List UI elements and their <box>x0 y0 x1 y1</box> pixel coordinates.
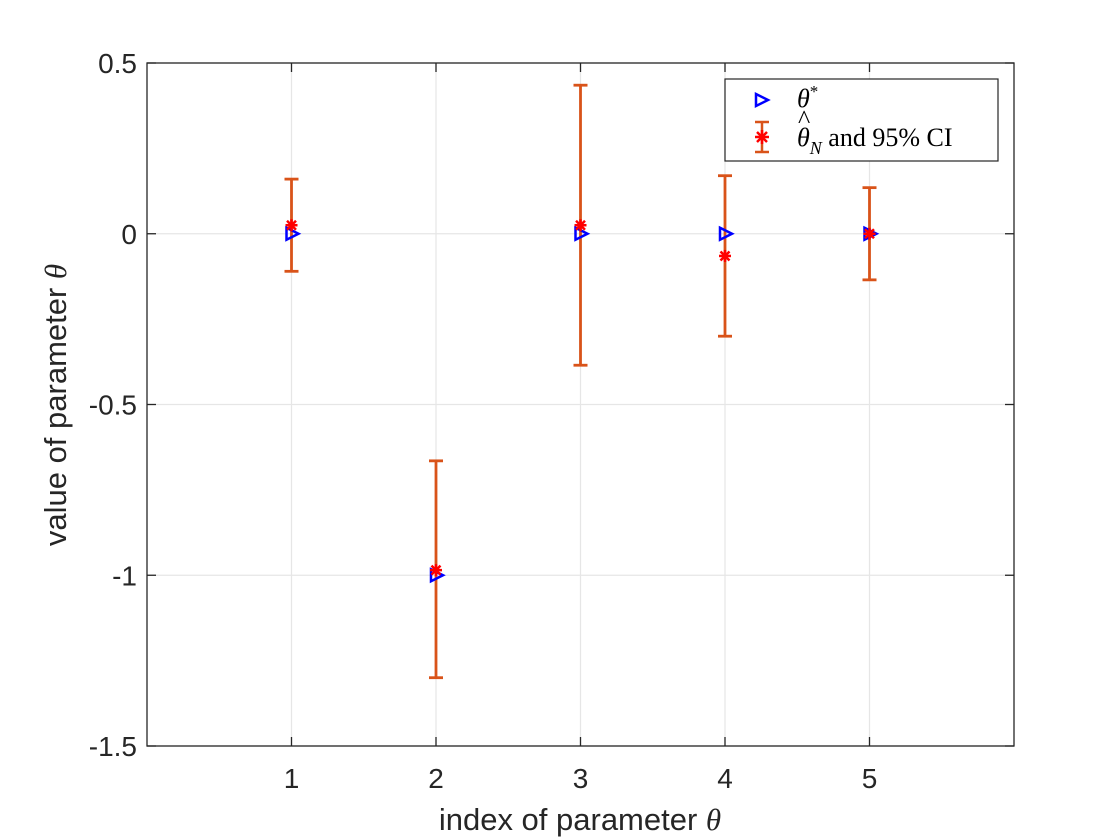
legend-asterisk-marker-icon <box>755 130 769 144</box>
axes-box <box>146 62 1015 747</box>
y-axis-label: value of parameter θ <box>38 264 73 546</box>
tick-label-layer: 1 2 3 4 5 -1.5 -1 -0.5 0 0.5 <box>89 48 878 794</box>
x-axis-label: index of parameter θ <box>439 802 721 837</box>
y-tick-label: 0.5 <box>98 48 137 79</box>
legend-box <box>724 78 999 162</box>
x-tick-label: 1 <box>284 763 300 794</box>
y-tick-label: -0.5 <box>89 390 137 421</box>
asterisk-stroke-d2 <box>864 228 875 240</box>
y-tick-label: -1.5 <box>89 731 137 762</box>
x-tick-label: 2 <box>428 763 444 794</box>
x-tick-label: 5 <box>862 763 878 794</box>
theta-hat-point-5 <box>863 227 876 240</box>
y-tick-label: -1 <box>112 560 137 591</box>
theta-hat-point-2 <box>430 564 442 577</box>
x-tick-label: 4 <box>717 763 733 794</box>
marker-layer <box>285 219 880 584</box>
asterisk-stroke-d2 <box>719 250 731 262</box>
theta-star-point-4 <box>718 225 735 242</box>
legend-triangle-marker-icon <box>754 91 771 109</box>
asterisk-stroke-d2 <box>575 219 586 231</box>
theta-hat-point-1 <box>285 219 298 232</box>
legend-label-theta-hat: θN and 95% CI <box>797 123 953 158</box>
y-tick-label: 0 <box>121 219 137 250</box>
asterisk-stroke-d2 <box>286 219 297 231</box>
theta-hat-point-3 <box>574 219 587 232</box>
theta-hat-point-4 <box>719 249 731 262</box>
legend-entry-theta-hat: θN and 95% CI ^ <box>755 105 953 158</box>
x-tick-label: 3 <box>573 763 589 794</box>
asterisk-stroke-d2 <box>430 564 442 576</box>
plot-area <box>146 62 1015 747</box>
legend-label-theta-star: θ* <box>797 82 818 113</box>
legend-hat-accent: ^ <box>798 105 810 134</box>
legend: θ* θN and 95% CI ^ <box>724 78 999 162</box>
legend-entry-theta-star: θ* <box>754 82 818 113</box>
